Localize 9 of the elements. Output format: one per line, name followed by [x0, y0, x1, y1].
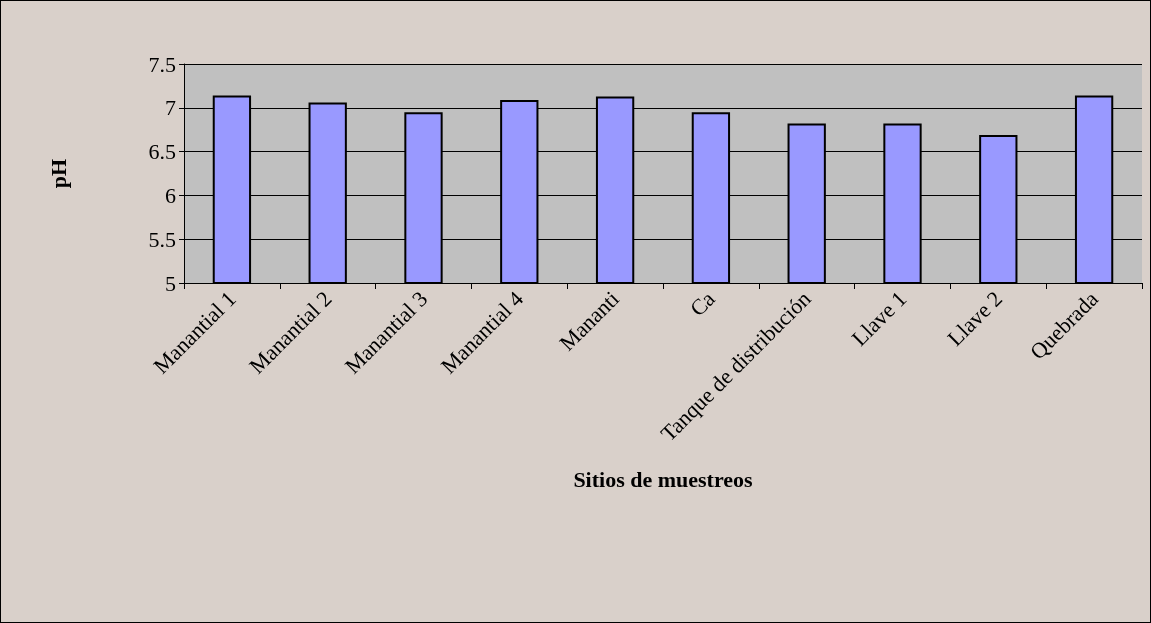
y-tick-label: 7 [165, 95, 176, 121]
y-tick-label: 5.5 [148, 226, 176, 252]
y-tick-label: 6 [165, 182, 176, 208]
y-axis-title: pH [45, 158, 71, 189]
y-tick-label: 5 [165, 270, 176, 296]
y-tick-label: 6.5 [148, 139, 176, 165]
x-axis-title: Sitios de muestreos [573, 466, 754, 492]
x-tick-label: Ca [684, 285, 720, 322]
y-tick-label: 7.5 [148, 51, 176, 77]
